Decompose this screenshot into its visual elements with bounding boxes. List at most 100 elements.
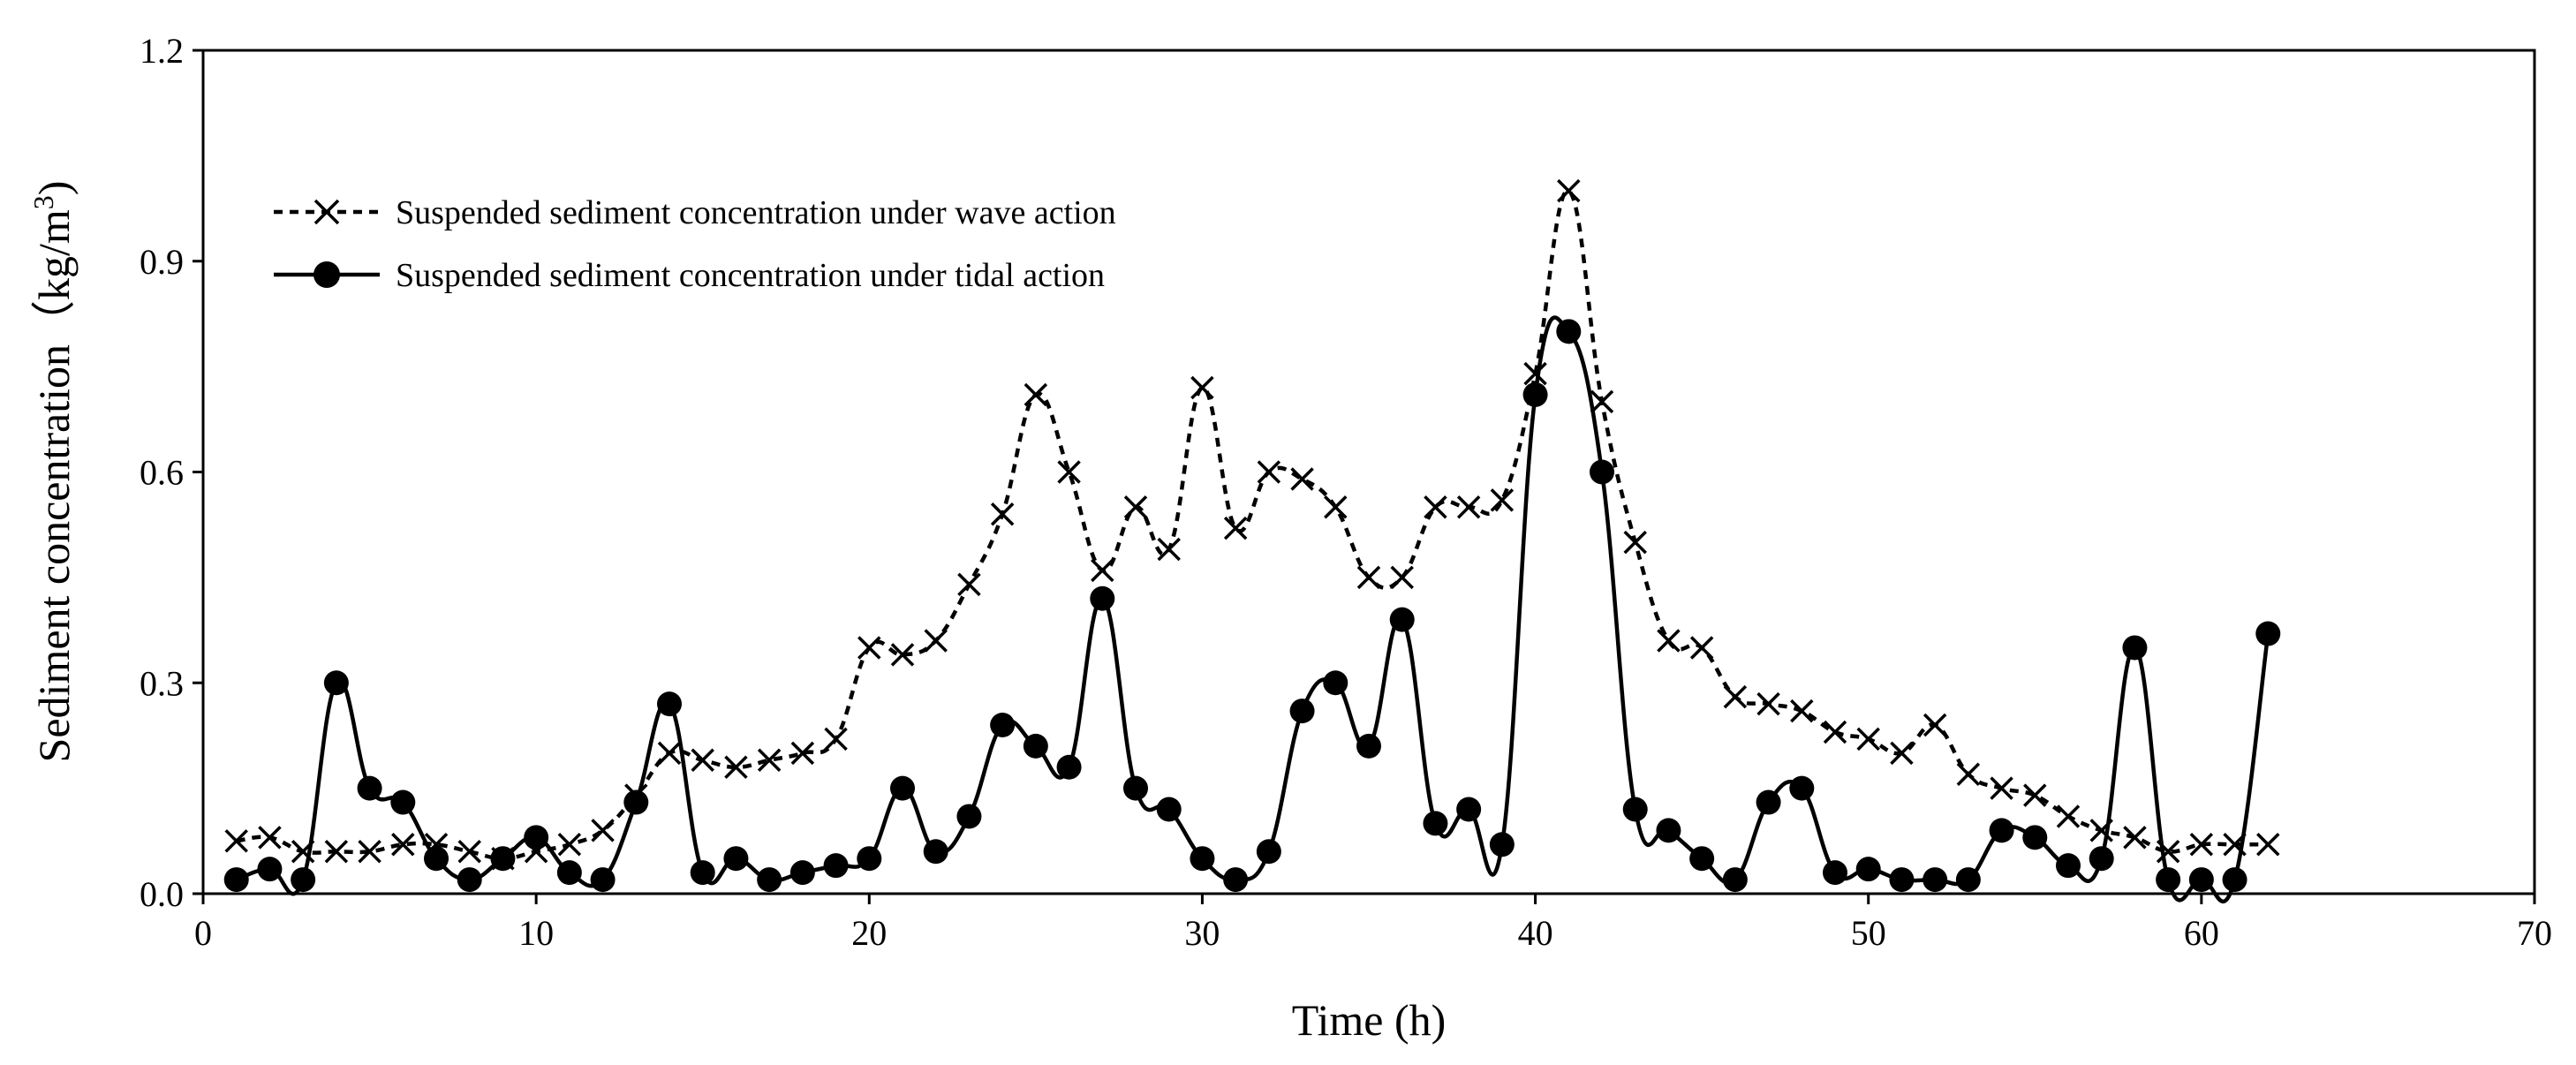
data-point <box>723 846 749 872</box>
data-point <box>1489 832 1515 857</box>
data-point <box>1423 811 1448 836</box>
data-point <box>657 691 682 717</box>
data-point <box>1389 607 1415 632</box>
data-point <box>1323 670 1348 696</box>
data-point <box>357 775 382 801</box>
data-point <box>324 840 349 864</box>
y-tick-label: 1.2 <box>140 31 184 71</box>
legend-wave-marker <box>314 199 340 225</box>
data-point <box>2022 825 2048 850</box>
data-point <box>1889 867 1915 893</box>
data-point <box>1056 754 1082 780</box>
data-point <box>1557 178 1581 203</box>
y-axis-title-close: ) <box>29 181 79 196</box>
data-point <box>924 629 948 653</box>
data-point <box>1789 775 1815 801</box>
data-point <box>1424 495 1447 519</box>
data-point <box>1823 720 1847 744</box>
legend: Suspended sediment concentration under w… <box>274 194 1116 294</box>
data-point <box>1090 585 1115 611</box>
data-point <box>2255 621 2281 646</box>
data-point <box>957 572 981 597</box>
legend-wave-label: Suspended sediment concentration under w… <box>396 194 1116 231</box>
data-point <box>623 789 649 815</box>
data-point <box>1256 839 1281 865</box>
data-point <box>1623 530 1647 555</box>
data-point <box>1157 537 1181 562</box>
y-axis-title: Sediment concentration（kg/m3) <box>27 181 79 763</box>
data-point <box>857 846 882 872</box>
x-tick-label: 70 <box>2517 913 2552 953</box>
series-tidal <box>223 315 2281 904</box>
data-point <box>1823 860 1847 886</box>
data-point <box>790 741 815 766</box>
data-point <box>1324 495 1348 519</box>
data-point <box>789 860 815 886</box>
data-point <box>591 819 615 842</box>
data-point <box>690 860 715 886</box>
data-point <box>490 846 516 872</box>
data-point <box>990 502 1015 526</box>
y-tick-label: 0.0 <box>140 874 184 914</box>
data-point <box>258 826 282 850</box>
data-point <box>890 775 915 801</box>
y-axis-title-main: Sediment concentration（kg/m <box>29 209 79 762</box>
data-point <box>1456 797 1482 822</box>
data-point <box>657 741 682 766</box>
y-tick-label: 0.9 <box>140 242 184 282</box>
data-point <box>1955 867 1981 893</box>
data-point <box>1223 867 1249 893</box>
data-point <box>1091 558 1114 583</box>
x-axis-title: Time (h) <box>1292 995 1447 1045</box>
data-point <box>1290 467 1314 491</box>
data-point <box>857 636 881 660</box>
y-axis-ticks: 0.0 0.3 0.6 0.9 1.2 <box>140 31 203 914</box>
data-point <box>590 867 616 893</box>
data-point <box>2056 853 2081 879</box>
data-point <box>1622 797 1648 822</box>
data-point <box>757 748 782 773</box>
data-point <box>1989 818 2014 843</box>
data-point <box>1123 775 1148 801</box>
data-point <box>457 840 481 864</box>
data-point <box>457 867 482 893</box>
data-point <box>1024 382 1048 407</box>
data-point <box>990 713 1016 737</box>
legend-tide-marker <box>314 261 340 288</box>
series-line <box>236 188 2269 861</box>
data-point <box>1756 691 1780 716</box>
data-point <box>1356 733 1381 759</box>
y-tick-label: 0.6 <box>140 453 184 493</box>
x-tick-label: 50 <box>1851 913 1886 953</box>
data-point <box>391 833 415 857</box>
data-point <box>1756 789 1781 815</box>
data-point <box>257 857 283 882</box>
data-point <box>691 748 714 773</box>
data-point <box>724 755 748 779</box>
data-point <box>2188 867 2214 893</box>
data-point <box>757 867 782 893</box>
data-point <box>2056 804 2081 828</box>
data-point <box>358 840 381 864</box>
data-point <box>2222 867 2247 893</box>
data-point <box>1722 867 1748 893</box>
data-point <box>1057 460 1081 484</box>
data-point <box>1123 495 1148 519</box>
data-point <box>1523 361 1547 386</box>
data-point <box>890 643 915 667</box>
data-point <box>1656 818 1681 843</box>
data-point <box>1790 699 1814 723</box>
data-point <box>1890 741 1914 766</box>
data-point <box>923 839 948 865</box>
data-point <box>1856 727 1880 752</box>
data-point <box>1590 459 1614 485</box>
x-tick-label: 40 <box>1518 913 1553 953</box>
data-point <box>1190 375 1214 400</box>
x-tick-label: 30 <box>1184 913 1220 953</box>
data-point <box>1522 381 1548 407</box>
y-axis-title-superscript: 3 <box>27 195 59 209</box>
data-point <box>1289 699 1315 724</box>
data-point <box>2189 833 2214 857</box>
data-point <box>291 867 316 893</box>
data-point <box>2123 826 2147 850</box>
